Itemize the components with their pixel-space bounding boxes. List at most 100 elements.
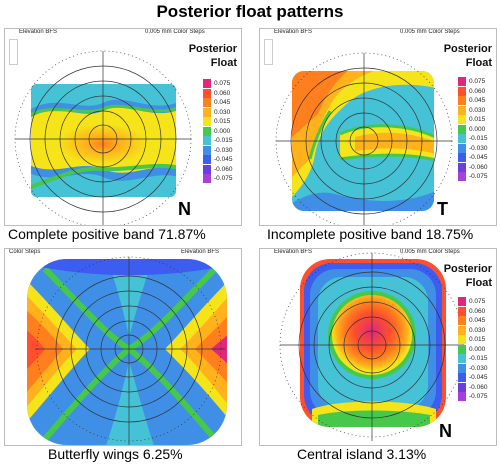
scale-step: -0.075 bbox=[203, 174, 237, 183]
scale-label: 0.030 bbox=[469, 326, 486, 334]
scale-step: 0.060 bbox=[203, 88, 237, 98]
scale-label: 0.060 bbox=[469, 307, 486, 315]
scale-step: 0.000 bbox=[458, 344, 492, 354]
scale-label: -0.030 bbox=[469, 364, 488, 372]
scale-step: 0.030 bbox=[458, 325, 492, 335]
scale-swatch bbox=[203, 98, 211, 107]
scale-step: -0.045 bbox=[203, 155, 237, 164]
scale-label: -0.060 bbox=[214, 165, 233, 173]
scale-swatch bbox=[458, 373, 466, 382]
scale-step: -0.075 bbox=[458, 172, 492, 181]
map-title-line2: Float bbox=[465, 57, 492, 69]
scrollbar-indicator bbox=[264, 39, 273, 65]
scale-step: 0.075 bbox=[203, 79, 237, 88]
scrollbar-indicator bbox=[9, 39, 18, 65]
scale-step: -0.060 bbox=[203, 164, 237, 174]
elevation-map-4 bbox=[279, 252, 465, 441]
scale-step: -0.045 bbox=[458, 373, 492, 382]
scale-swatch bbox=[458, 382, 466, 392]
scale-label: -0.060 bbox=[469, 383, 488, 391]
scale-label: 0.060 bbox=[469, 87, 486, 95]
scale-step: -0.015 bbox=[203, 136, 237, 145]
scale-swatch bbox=[458, 335, 466, 344]
map-complete-positive-band: Elevation BFS 0.005 mm Color Steps Poste… bbox=[4, 28, 242, 226]
scale-label: 0.000 bbox=[214, 127, 231, 135]
map-title-line2: Float bbox=[210, 57, 237, 69]
scale-label: 0.075 bbox=[469, 298, 486, 305]
scale-step: 0.045 bbox=[458, 316, 492, 325]
scale-step: -0.075 bbox=[458, 392, 492, 401]
color-scale: 0.075 0.060 0.045 0.030 0.015 0.000 -0.015 -0.0… bbox=[458, 77, 492, 182]
scale-swatch bbox=[458, 134, 466, 143]
scale-step: 0.015 bbox=[458, 115, 492, 124]
map-central-island: Elevation BFS 0.005 mm Color Steps Poste… bbox=[259, 248, 497, 446]
map-incomplete-positive-band: Elevation BFS 0.005 mm Color Steps Poste… bbox=[259, 28, 497, 226]
scale-label: -0.075 bbox=[214, 175, 233, 182]
scale-swatch bbox=[458, 143, 466, 153]
orientation-letter: T bbox=[437, 199, 448, 219]
scale-step: -0.030 bbox=[203, 145, 237, 155]
scale-step: 0.000 bbox=[203, 126, 237, 136]
scale-swatch bbox=[458, 316, 466, 325]
scale-swatch bbox=[203, 164, 211, 174]
scale-swatch bbox=[458, 153, 466, 162]
scale-label: 0.000 bbox=[469, 125, 486, 133]
scale-swatch bbox=[458, 354, 466, 363]
scale-label: -0.030 bbox=[214, 146, 233, 154]
scale-label: 0.030 bbox=[469, 106, 486, 114]
color-scale: 0.075 0.060 0.045 0.030 0.015 0.000 -0.015 -0.0… bbox=[458, 297, 492, 402]
scale-label: 0.075 bbox=[469, 78, 486, 85]
scale-swatch bbox=[203, 107, 211, 117]
scale-label: 0.045 bbox=[214, 99, 231, 106]
scale-swatch bbox=[203, 88, 211, 98]
header-left: Elevation BFS bbox=[274, 249, 313, 255]
elevation-map-3 bbox=[27, 256, 227, 445]
scale-swatch bbox=[458, 344, 466, 354]
elevation-map-1 bbox=[14, 50, 192, 225]
map-butterfly-wings: Color Steps Elevation BFS bbox=[4, 248, 242, 446]
scale-swatch bbox=[458, 124, 466, 134]
map-title-line2: Float bbox=[465, 277, 492, 289]
scale-step: 0.015 bbox=[458, 335, 492, 344]
scale-label: -0.030 bbox=[469, 144, 488, 152]
scale-swatch bbox=[203, 79, 211, 88]
scale-step: 0.060 bbox=[458, 306, 492, 316]
scale-step: 0.060 bbox=[458, 86, 492, 96]
caption-central-island: Central island 3.13% bbox=[297, 446, 427, 462]
scale-swatch bbox=[203, 136, 211, 145]
header-right: 0.005 mm Color Steps bbox=[400, 29, 460, 35]
scale-step: 0.015 bbox=[203, 117, 237, 126]
header-left: Elevation BFS bbox=[274, 29, 313, 35]
scale-step: -0.015 bbox=[458, 354, 492, 363]
header-left: Elevation BFS bbox=[19, 29, 58, 35]
caption-complete-positive-band: Complete positive band 71.87% bbox=[8, 226, 206, 242]
scale-step: -0.060 bbox=[458, 162, 492, 172]
scale-swatch bbox=[458, 115, 466, 124]
scale-label: 0.045 bbox=[469, 317, 486, 324]
scale-swatch bbox=[458, 297, 466, 306]
elevation-map-2 bbox=[275, 52, 453, 225]
figure-title: Posterior float patterns bbox=[156, 2, 344, 21]
scale-step: 0.030 bbox=[203, 107, 237, 117]
scale-swatch bbox=[458, 306, 466, 316]
map-title-line1: Posterior bbox=[443, 263, 492, 275]
map-title-line1: Posterior bbox=[188, 43, 237, 55]
orientation-letter: N bbox=[439, 421, 452, 441]
scale-swatch bbox=[458, 86, 466, 96]
scale-step: 0.000 bbox=[458, 124, 492, 134]
scale-label: -0.015 bbox=[214, 137, 233, 144]
scale-swatch bbox=[458, 392, 466, 401]
header-right: 0.005 mm Color Steps bbox=[400, 249, 460, 255]
scale-label: 0.030 bbox=[214, 108, 231, 116]
scale-label: -0.045 bbox=[469, 154, 488, 161]
caption-butterfly-wings: Butterfly wings 6.25% bbox=[48, 446, 183, 462]
scale-label: 0.015 bbox=[214, 118, 231, 125]
scale-step: -0.030 bbox=[458, 363, 492, 373]
scale-step: 0.075 bbox=[458, 77, 492, 86]
scale-swatch bbox=[203, 155, 211, 164]
scale-step: 0.045 bbox=[203, 98, 237, 107]
scale-swatch bbox=[458, 325, 466, 335]
scale-swatch bbox=[203, 174, 211, 183]
scale-label: -0.015 bbox=[469, 355, 488, 362]
scale-label: 0.000 bbox=[469, 345, 486, 353]
